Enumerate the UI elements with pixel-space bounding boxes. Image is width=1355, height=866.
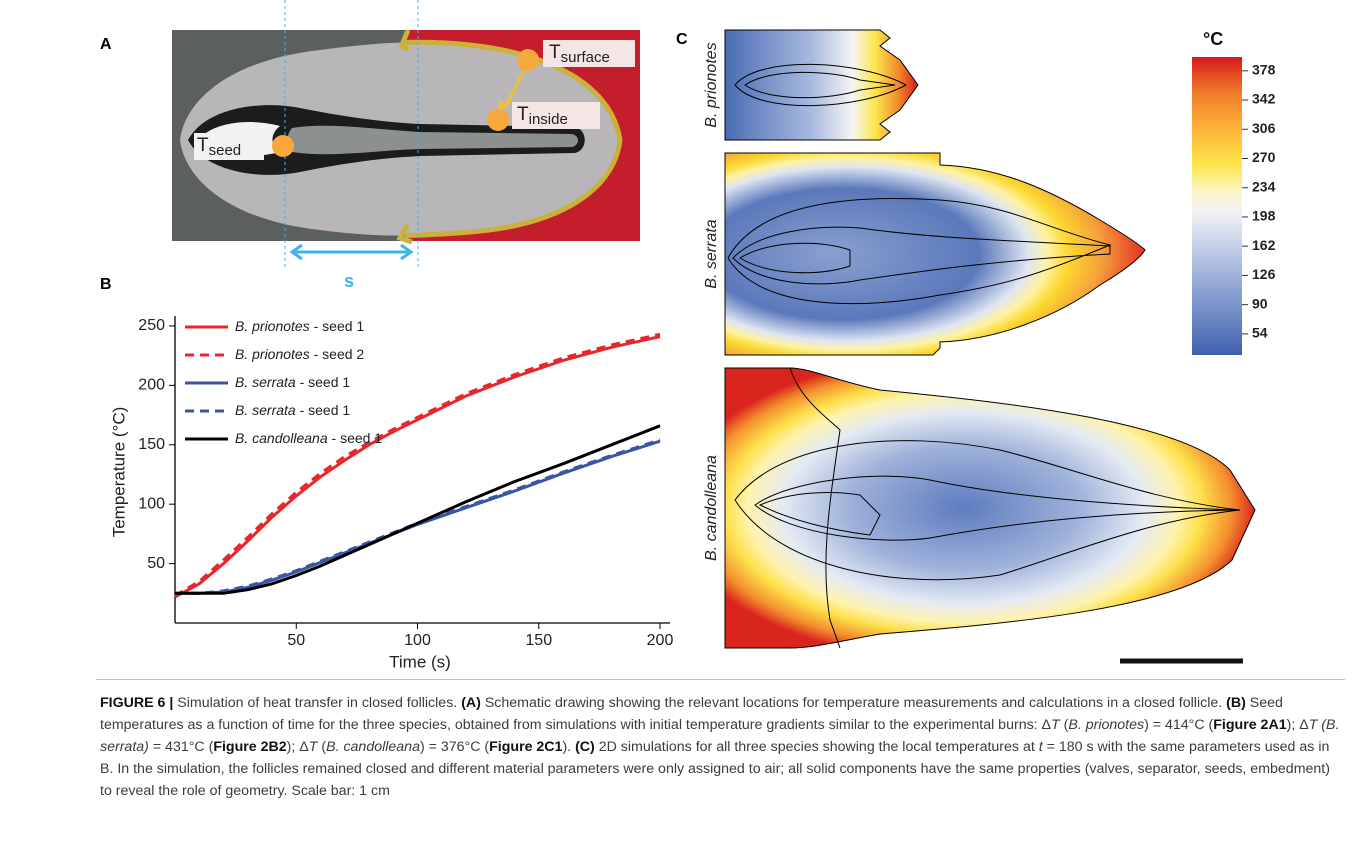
symbol: T [197, 135, 209, 156]
subscript: seed [209, 142, 242, 159]
x-axis-label: Time (s) [389, 652, 451, 671]
legend-label: B. prionotes - seed 1 [235, 318, 364, 334]
caption-run: ( [317, 739, 326, 755]
panel-label: B [100, 276, 112, 293]
colorbar-tick-label: 270 [1252, 149, 1276, 165]
colorbar-tick-label: 126 [1252, 266, 1276, 282]
symbol: T [517, 104, 529, 125]
y-axis-label: Temperature (°C) [109, 407, 128, 538]
series-line [175, 441, 660, 593]
line-chart: 50 100 150 200 250 50 100 150 200 B. prionotes - … [138, 316, 673, 649]
y-tick-label: 150 [138, 436, 165, 453]
colorbar-tick-label: 234 [1252, 178, 1276, 194]
panel-label: C [676, 31, 688, 48]
heatmap [725, 153, 1145, 355]
colorbar-tick-label: 378 [1252, 62, 1276, 78]
colorbar-tick-label: 162 [1252, 237, 1276, 253]
caption-run: (C) [575, 739, 595, 755]
caption-run: ) = 376°C ( [420, 739, 489, 755]
distance-label: s [344, 271, 354, 291]
subscript: inside [529, 111, 568, 128]
caption-run: B. candolleana [326, 739, 420, 755]
y-tick-label: 50 [147, 555, 165, 572]
caption-run: FIGURE 6 | [100, 695, 173, 711]
measure-point [487, 109, 509, 131]
heatmap [725, 368, 1255, 648]
caption-run: ); Δ [287, 739, 309, 755]
caption-run: T [1051, 717, 1060, 733]
legend-label: B. candolleana - seed 1 [235, 430, 382, 446]
caption-run: (A) [461, 695, 481, 711]
caption-run: Figure 2A1 [1213, 717, 1286, 733]
heatmap [725, 30, 918, 140]
caption-run: Figure 2C1 [489, 739, 562, 755]
panel-label: A [100, 36, 112, 53]
colorbar-axis: 378 342 306 270 234 198 162 126 90 54 [1242, 62, 1276, 341]
colorbar [1192, 57, 1242, 355]
legend-label: B. prionotes - seed 2 [235, 346, 364, 362]
caption-run: B. prionotes [1068, 717, 1144, 733]
measure-point [272, 135, 294, 157]
figure: A s Tsurface Tinside Tseed B 50 100 150 200… [0, 0, 1355, 680]
caption-run: 2D simulations for all three species sho… [595, 739, 1039, 755]
colorbar-tick-label: 54 [1252, 325, 1268, 341]
legend-label: B. serrata - seed 1 [235, 374, 350, 390]
caption-run: Schematic drawing showing the relevant l… [481, 695, 1226, 711]
caption-run: ) = 414°C ( [1144, 717, 1213, 733]
symbol: T [549, 42, 561, 63]
species-label: B. serrata [703, 219, 720, 288]
caption-run: Simulation of heat transfer in closed fo… [173, 695, 461, 711]
species-label: B. prionotes [703, 42, 720, 127]
colorbar-tick-label: 198 [1252, 208, 1276, 224]
caption-run: = 431°C ( [149, 739, 213, 755]
y-tick-label: 250 [138, 317, 165, 334]
colorbar-tick-label: 90 [1252, 295, 1268, 311]
y-tick-label: 200 [138, 377, 165, 394]
figure-caption: FIGURE 6 | Simulation of heat transfer i… [100, 692, 1345, 802]
x-tick-label: 100 [404, 632, 431, 649]
x-tick-label: 200 [647, 632, 674, 649]
x-tick-label: 150 [525, 632, 552, 649]
caption-run: ); Δ [1287, 717, 1309, 733]
colorbar-unit: °C [1203, 29, 1223, 49]
series-line [175, 426, 660, 594]
colorbar-tick-label: 342 [1252, 91, 1276, 107]
page: {"panel_a": {"label": "A", "t_surface": … [0, 0, 1355, 866]
colorbar-tick-label: 306 [1252, 120, 1276, 136]
caption-run: (B) [1226, 695, 1246, 711]
y-tick-label: 100 [138, 495, 165, 512]
measure-point [517, 49, 539, 71]
species-label: B. candolleana [703, 455, 720, 561]
subscript: surface [561, 49, 610, 66]
legend-label: B. serrata - seed 1 [235, 402, 350, 418]
caption-run: Figure 2B2 [213, 739, 286, 755]
distance-arrow [292, 245, 411, 259]
series-line [175, 440, 660, 593]
caption-run: ). [562, 739, 575, 755]
x-tick-label: 50 [287, 632, 305, 649]
